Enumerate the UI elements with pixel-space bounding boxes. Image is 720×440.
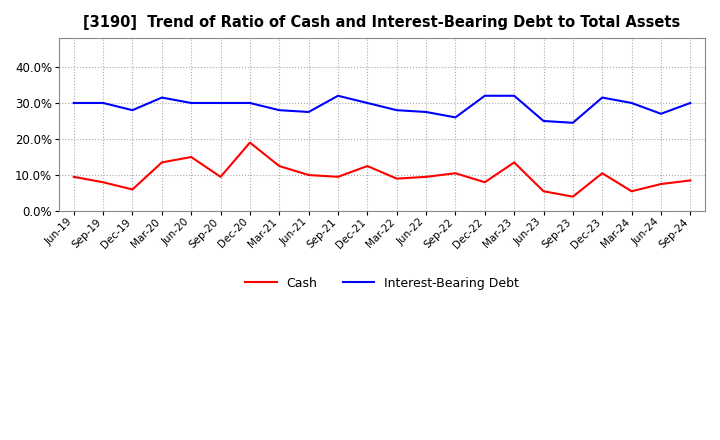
Interest-Bearing Debt: [686, 100, 695, 106]
Interest-Bearing Debt: [363, 100, 372, 106]
Interest-Bearing Debt: [627, 100, 636, 106]
Interest-Bearing Debt: [128, 107, 137, 113]
Interest-Bearing Debt: [422, 110, 431, 115]
Cash: [305, 172, 313, 178]
Cash: [422, 174, 431, 180]
Interest-Bearing Debt: [216, 100, 225, 106]
Interest-Bearing Debt: [598, 95, 606, 100]
Interest-Bearing Debt: [657, 111, 665, 117]
Cash: [510, 160, 518, 165]
Interest-Bearing Debt: [99, 100, 107, 106]
Cash: [657, 181, 665, 187]
Line: Interest-Bearing Debt: Interest-Bearing Debt: [73, 96, 690, 123]
Interest-Bearing Debt: [392, 107, 401, 113]
Title: [3190]  Trend of Ratio of Cash and Interest-Bearing Debt to Total Assets: [3190] Trend of Ratio of Cash and Intere…: [84, 15, 680, 30]
Cash: [158, 160, 166, 165]
Cash: [598, 171, 606, 176]
Cash: [539, 189, 548, 194]
Interest-Bearing Debt: [69, 100, 78, 106]
Cash: [216, 174, 225, 180]
Cash: [363, 163, 372, 169]
Interest-Bearing Debt: [305, 110, 313, 115]
Interest-Bearing Debt: [539, 118, 548, 124]
Cash: [187, 154, 196, 160]
Interest-Bearing Debt: [510, 93, 518, 99]
Interest-Bearing Debt: [569, 120, 577, 125]
Cash: [451, 171, 460, 176]
Cash: [128, 187, 137, 192]
Cash: [246, 140, 254, 145]
Cash: [99, 180, 107, 185]
Cash: [275, 163, 284, 169]
Interest-Bearing Debt: [451, 115, 460, 120]
Interest-Bearing Debt: [480, 93, 489, 99]
Cash: [627, 189, 636, 194]
Interest-Bearing Debt: [333, 93, 342, 99]
Interest-Bearing Debt: [158, 95, 166, 100]
Cash: [392, 176, 401, 181]
Legend: Cash, Interest-Bearing Debt: Cash, Interest-Bearing Debt: [240, 272, 523, 295]
Interest-Bearing Debt: [275, 107, 284, 113]
Cash: [69, 174, 78, 180]
Cash: [569, 194, 577, 199]
Cash: [686, 178, 695, 183]
Cash: [480, 180, 489, 185]
Cash: [333, 174, 342, 180]
Line: Cash: Cash: [73, 143, 690, 197]
Interest-Bearing Debt: [246, 100, 254, 106]
Interest-Bearing Debt: [187, 100, 196, 106]
